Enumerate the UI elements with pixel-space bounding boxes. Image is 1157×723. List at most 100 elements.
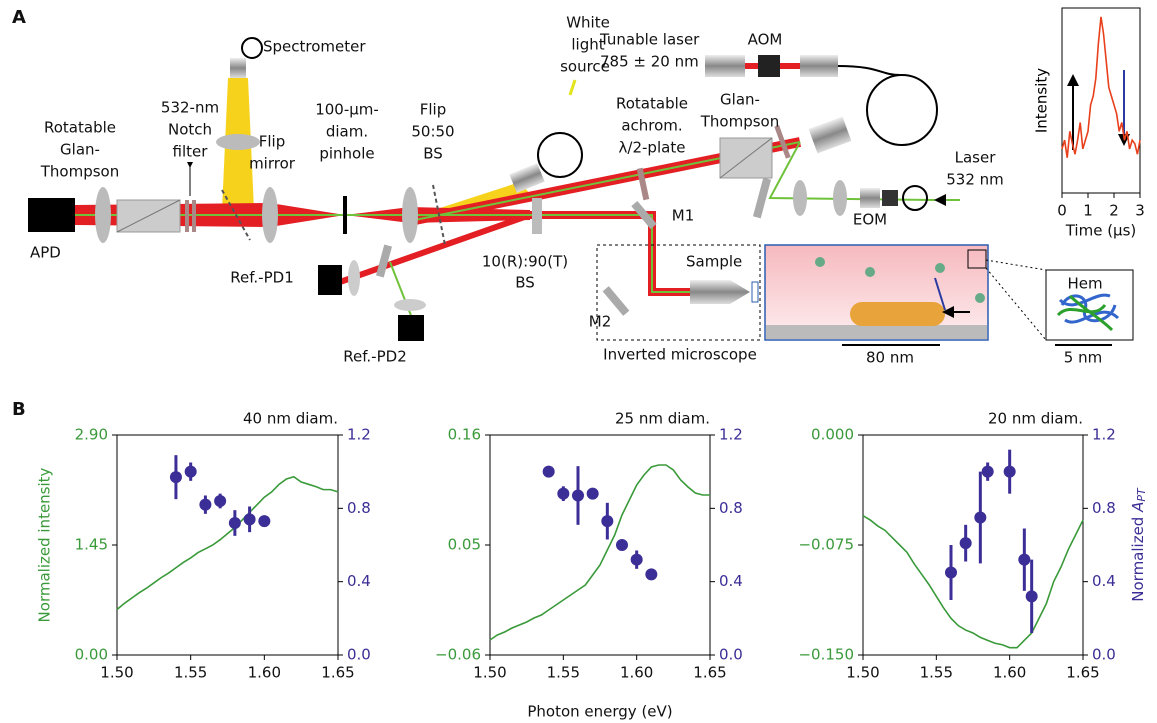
mirror-m1 <box>631 200 657 230</box>
protein <box>935 263 945 273</box>
label: EOM <box>853 211 887 229</box>
x-tick-label: 1.60 <box>993 664 1026 682</box>
y-axis-label: Intensity <box>1033 68 1051 133</box>
data-point <box>184 465 197 478</box>
label: 532 nm <box>946 171 1004 189</box>
fiber <box>902 185 928 211</box>
label: 100-μm- <box>315 101 379 119</box>
label: achrom. <box>621 117 682 135</box>
label: Thompson <box>700 113 779 131</box>
lens <box>216 134 260 150</box>
sample-cell <box>751 281 759 303</box>
protein <box>815 257 825 267</box>
y-tick-label: 1.45 <box>75 536 108 554</box>
label: M1 <box>672 207 695 225</box>
ref-pd1 <box>318 265 342 295</box>
label: λ/2-plate <box>619 139 686 157</box>
data-point <box>169 471 182 484</box>
protein <box>975 293 985 303</box>
label: Rotatable <box>44 119 116 137</box>
label: source <box>560 58 610 76</box>
lens <box>402 187 418 243</box>
label: light <box>571 36 604 54</box>
label: Hem <box>1067 275 1102 293</box>
y2-tick-label: 0.8 <box>1092 499 1116 517</box>
label: White <box>566 14 610 32</box>
data-point <box>243 513 256 526</box>
label-subscript: PT <box>1135 487 1148 502</box>
panel-label: B <box>12 399 26 420</box>
y2-tick-label: 0.0 <box>347 646 371 664</box>
setup-diagram: A Spectrometer White light source Tunabl… <box>12 7 1134 367</box>
fiber <box>866 74 938 146</box>
data-point <box>945 566 957 579</box>
label: Tunable laser <box>599 31 700 49</box>
data-line <box>116 475 339 611</box>
flip-bs <box>432 184 446 246</box>
y2-tick-label: 0.4 <box>1092 572 1116 590</box>
x-tick-label: 1.50 <box>473 664 506 682</box>
tunable-laser <box>705 55 745 77</box>
hem-box <box>1045 269 1134 341</box>
data-line <box>489 464 710 641</box>
y-tick-label: 0.16 <box>448 426 481 444</box>
y2-axis-label: Normalized APT <box>1129 487 1149 602</box>
label: Ref.-PD1 <box>230 269 294 287</box>
x-tick-label: 1.50 <box>100 664 133 682</box>
label-symbol: A <box>1129 502 1147 513</box>
microscope-box <box>596 244 761 341</box>
label: 10(R):90(T) <box>482 253 568 271</box>
label: APD <box>30 244 61 262</box>
label: AOM <box>748 31 783 49</box>
data-point <box>1018 553 1031 566</box>
label: diam. <box>326 123 368 141</box>
data-point <box>601 515 614 528</box>
chart-title: 20 nm diam. <box>988 410 1083 428</box>
data-point <box>959 537 972 550</box>
plot-frame <box>116 434 339 656</box>
data-line <box>1061 16 1141 158</box>
lens <box>348 260 360 296</box>
protein <box>865 267 875 277</box>
fiber-coupler <box>230 58 246 78</box>
x-tick-label: 1.60 <box>620 664 653 682</box>
data-point <box>199 498 212 511</box>
x-axis-label: Time (μs) <box>1065 222 1137 240</box>
y2-tick-label: 0.4 <box>719 572 743 590</box>
y2-tick-label: 1.2 <box>347 426 371 444</box>
y2-tick-label: 0.0 <box>719 646 743 664</box>
fiber-coupler <box>509 163 545 193</box>
label: Glan- <box>720 91 760 109</box>
label: Laser <box>955 149 997 167</box>
x-tick-label: 1.50 <box>846 664 879 682</box>
zoom-line <box>985 267 1047 341</box>
plot-frame <box>1061 7 1141 194</box>
x-tick-label: 1.65 <box>321 664 354 682</box>
y2-tick-label: 0.0 <box>1092 646 1116 664</box>
data-line <box>862 514 1084 649</box>
label: 785 ± 20 nm <box>600 53 699 71</box>
fiber-coupler <box>800 55 838 77</box>
label: filter <box>173 143 209 161</box>
x-tick-label: 1.55 <box>920 664 953 682</box>
lens <box>833 180 847 216</box>
fiber <box>837 65 901 76</box>
y-tick-label: 0.05 <box>448 536 481 554</box>
y2-tick-label: 0.8 <box>347 499 371 517</box>
apd <box>28 198 75 232</box>
eom <box>882 190 898 206</box>
x-axis-label: Photon energy (eV) <box>527 703 672 721</box>
notch-filter <box>192 200 196 232</box>
data-point <box>557 487 570 500</box>
label: Rotatable <box>616 95 688 113</box>
data-point <box>228 517 241 529</box>
flip-mirror <box>221 189 251 241</box>
waveplate <box>774 124 791 159</box>
mirror-m2 <box>602 286 630 316</box>
label: 5 nm <box>1064 349 1102 367</box>
aom <box>758 55 780 77</box>
beam-splitter <box>532 198 542 234</box>
polarizer-diagonal <box>719 137 773 179</box>
x-tick-label: 1.55 <box>547 664 580 682</box>
zoom-line <box>985 259 1047 271</box>
